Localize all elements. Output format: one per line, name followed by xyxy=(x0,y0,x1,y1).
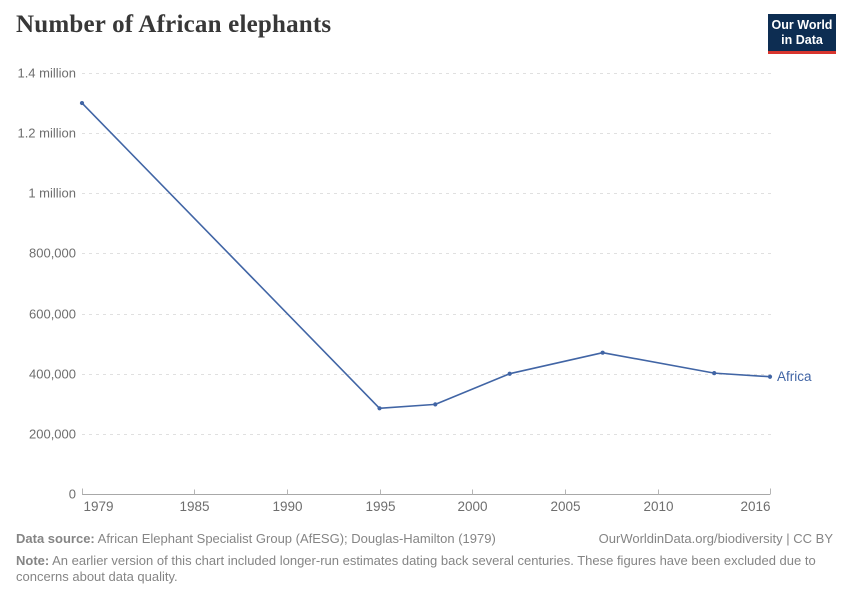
y-tick-label-1200000: 1.2 million xyxy=(17,126,76,141)
x-tick-label-1985: 1985 xyxy=(179,499,209,514)
x-tick-label-2010: 2010 xyxy=(643,499,673,514)
data-point-2007[interactable] xyxy=(600,350,605,355)
data-point-2016[interactable] xyxy=(767,374,773,379)
note-label: Note: xyxy=(16,553,50,568)
note-line: Note: An earlier version of this chart i… xyxy=(16,553,833,585)
series-line-africa[interactable] xyxy=(81,102,771,410)
page-title: Number of African elephants xyxy=(16,11,332,38)
line-chart-canvas[interactable]: 0 200,000 400,000 600,000 800,000 1 million 1.… xyxy=(0,0,850,525)
y-tick-label-200000: 200,000 xyxy=(29,427,76,442)
y-tick-label-0: 0 xyxy=(69,487,76,502)
owid-logo[interactable]: Our World in Data xyxy=(768,14,836,54)
y-tick-label-400000: 400,000 xyxy=(29,367,76,382)
y-tick-label-1000000: 1 million xyxy=(28,186,76,201)
data-point-2013[interactable] xyxy=(712,371,717,376)
x-tick-label-2016: 2016 xyxy=(740,499,770,514)
source-row: Data source: African Elephant Specialist… xyxy=(16,531,833,547)
x-tick-label-2000: 2000 xyxy=(457,499,487,514)
note-text: An earlier version of this chart include… xyxy=(16,553,816,584)
x-tick-label-1990: 1990 xyxy=(272,499,302,514)
data-point-1979[interactable] xyxy=(79,100,85,106)
data-source-text: African Elephant Specialist Group (AfESG… xyxy=(94,531,496,546)
data-point-1995[interactable] xyxy=(377,406,382,411)
data-point-2002[interactable] xyxy=(507,371,512,376)
owid-logo-line2: in Data xyxy=(781,33,823,47)
data-source-label: Data source: xyxy=(16,531,95,546)
data-point-1998[interactable] xyxy=(433,402,438,407)
owid-logo-line1: Our World xyxy=(771,18,833,32)
y-tick-label-600000: 600,000 xyxy=(29,307,76,322)
data-source-line: Data source: African Elephant Specialist… xyxy=(16,531,496,547)
x-tick-label-1995: 1995 xyxy=(365,499,395,514)
y-tick-label-1400000: 1.4 million xyxy=(17,66,76,81)
attribution-link[interactable]: OurWorldinData.org/biodiversity | CC BY xyxy=(598,531,833,546)
series-end-label-africa[interactable]: Africa xyxy=(777,369,812,384)
x-tick-label-2005: 2005 xyxy=(550,499,580,514)
x-tick-label-1979: 1979 xyxy=(84,499,114,514)
chart-footer: Data source: African Elephant Specialist… xyxy=(16,531,833,585)
y-tick-label-800000: 800,000 xyxy=(29,246,76,261)
